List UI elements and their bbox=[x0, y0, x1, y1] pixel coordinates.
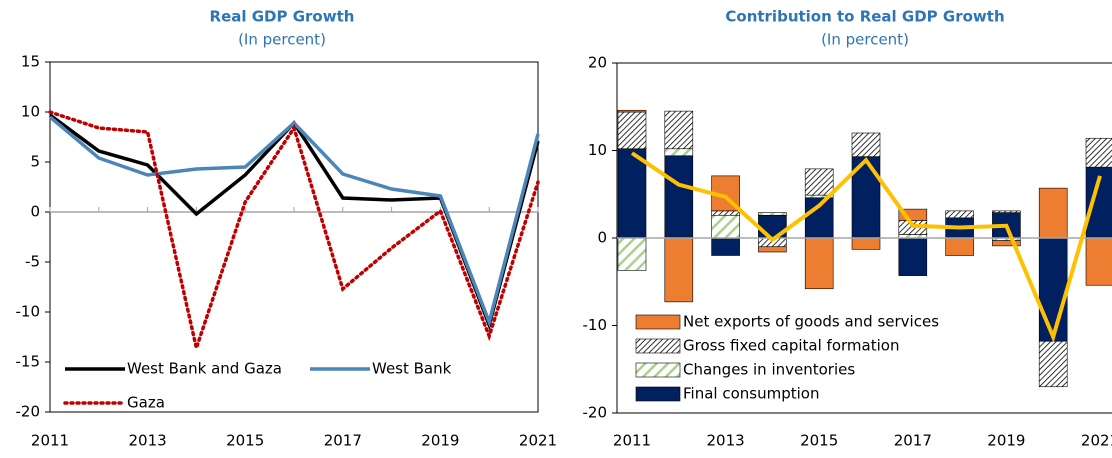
bar-segment bbox=[1085, 237, 1112, 286]
y-tick-label: 0 bbox=[30, 203, 40, 221]
y-tick-label: 0 bbox=[597, 229, 607, 247]
bar-segment bbox=[851, 132, 881, 157]
bar-segment bbox=[992, 240, 1021, 247]
bar-segment bbox=[898, 237, 928, 276]
bar-segment bbox=[804, 168, 834, 196]
y-tick-label: -20 bbox=[16, 403, 41, 421]
x-tick-label: 2013 bbox=[707, 432, 745, 450]
bar-segment bbox=[664, 148, 694, 157]
x-tick-label: 2017 bbox=[894, 432, 932, 450]
bar-segment bbox=[945, 210, 974, 219]
y-tick-label: -10 bbox=[16, 303, 41, 321]
legend-bg bbox=[632, 311, 942, 405]
chart-title: Contribution to Real GDP Growth bbox=[725, 8, 1004, 26]
x-tick-label: 2015 bbox=[226, 432, 264, 450]
bar-segment bbox=[758, 246, 787, 253]
y-tick-label: -10 bbox=[583, 316, 608, 334]
bar-segment bbox=[617, 148, 647, 239]
series-line bbox=[48, 113, 540, 331]
y-tick-label: -15 bbox=[16, 353, 41, 371]
bar-segment bbox=[617, 237, 647, 271]
bar-segment bbox=[711, 237, 740, 256]
legend-label: West Bank bbox=[372, 360, 452, 378]
y-tick-label: 10 bbox=[588, 141, 607, 159]
legend-swatch bbox=[635, 362, 681, 378]
bar-segment bbox=[1038, 340, 1068, 388]
bar-segment bbox=[945, 237, 974, 256]
x-tick-label: 2013 bbox=[129, 432, 167, 450]
bar-segment bbox=[664, 155, 694, 239]
total-line bbox=[630, 151, 1102, 343]
series-line bbox=[48, 115, 540, 328]
bar-segment bbox=[898, 208, 928, 221]
x-tick-label: 2015 bbox=[800, 432, 838, 450]
legend-swatch bbox=[635, 386, 681, 402]
bar-segment bbox=[1038, 187, 1068, 239]
legend-label: Final consumption bbox=[683, 385, 819, 403]
chart-title: Real GDP Growth bbox=[210, 8, 355, 26]
bar-segment bbox=[664, 110, 694, 150]
y-tick-label: -5 bbox=[25, 253, 40, 271]
y-tick-label: 20 bbox=[588, 54, 607, 72]
y-tick-label: -20 bbox=[583, 404, 608, 422]
bar-segment bbox=[1038, 237, 1068, 342]
y-tick-label: 10 bbox=[21, 103, 40, 121]
bar-segment bbox=[617, 109, 647, 113]
bar-segment bbox=[804, 237, 834, 290]
bar-segment bbox=[617, 111, 647, 150]
bar-segment bbox=[711, 210, 740, 216]
x-tick-label: 2019 bbox=[987, 432, 1025, 450]
chart-subtitle: (In percent) bbox=[821, 31, 909, 49]
bar-segment bbox=[851, 237, 881, 250]
x-tick-label: 2019 bbox=[421, 432, 459, 450]
y-tick-label: 5 bbox=[30, 153, 40, 171]
legend-label: Net exports of goods and services bbox=[683, 313, 939, 331]
bar-segment bbox=[758, 212, 787, 216]
legend-label: Changes in inventories bbox=[683, 361, 855, 379]
legend-label: Gross fixed capital formation bbox=[683, 337, 899, 355]
legend-swatch bbox=[635, 314, 681, 330]
x-tick-label: 2011 bbox=[31, 432, 69, 450]
chart-subtitle: (In percent) bbox=[238, 31, 326, 49]
legend-label: Gaza bbox=[127, 394, 165, 412]
legend-label: West Bank and Gaza bbox=[127, 360, 282, 378]
y-tick-label: 15 bbox=[21, 53, 40, 71]
x-tick-label: 2017 bbox=[324, 432, 362, 450]
x-tick-label: 2011 bbox=[613, 432, 651, 450]
bar-segment bbox=[992, 210, 1021, 213]
bar-segment bbox=[711, 214, 740, 239]
series-line bbox=[48, 110, 540, 355]
x-tick-label: 2021 bbox=[1081, 432, 1112, 450]
x-tick-label: 2021 bbox=[519, 432, 557, 450]
plot-area bbox=[49, 61, 539, 413]
legend-swatch bbox=[635, 338, 681, 354]
bar-segment bbox=[664, 237, 694, 303]
bar-segment bbox=[1085, 137, 1112, 168]
